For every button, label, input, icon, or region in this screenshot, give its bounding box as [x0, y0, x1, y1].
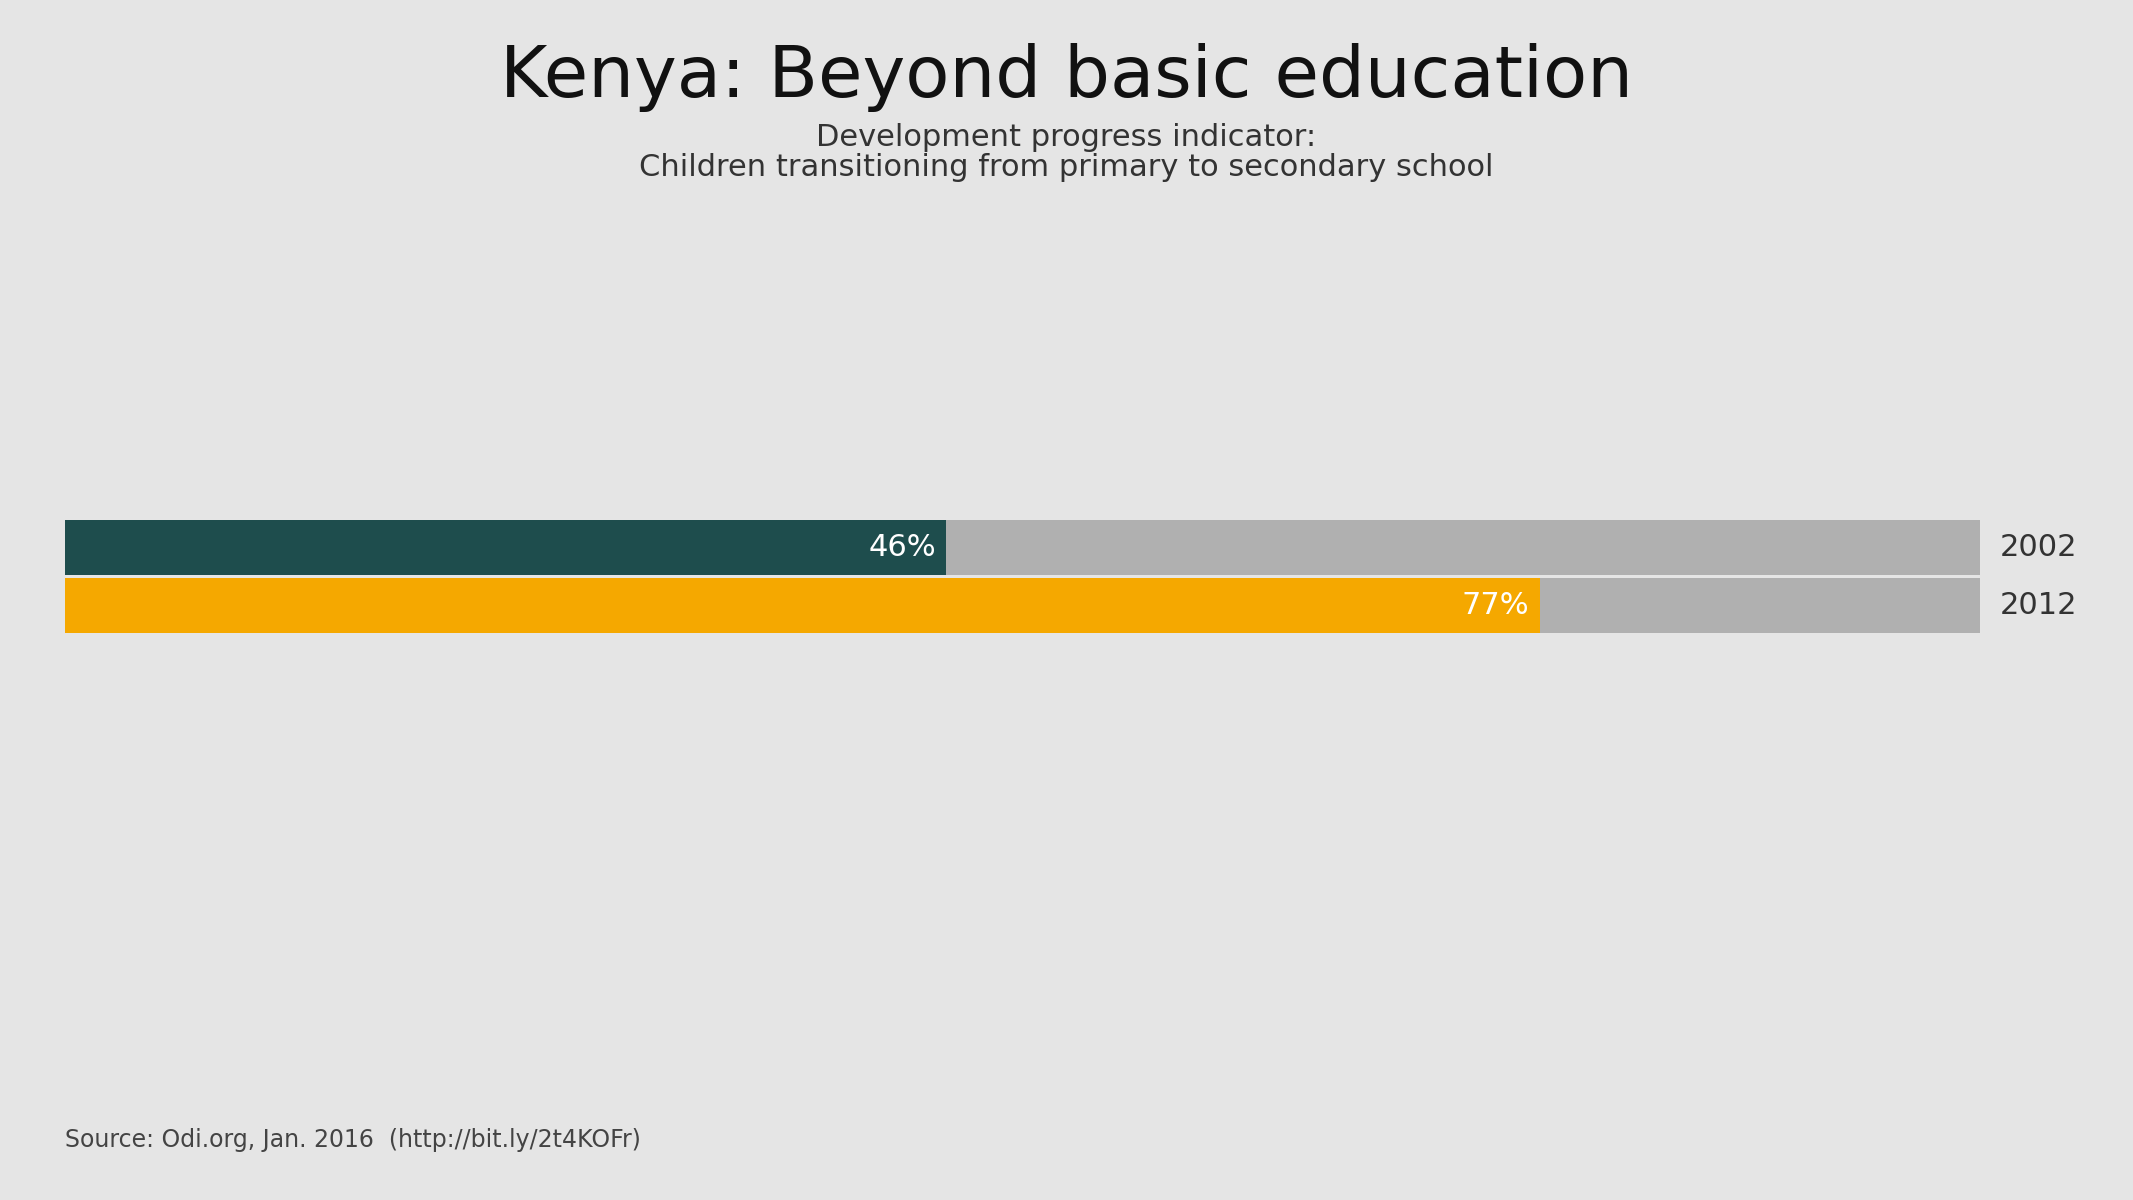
Bar	[64, 578, 1979, 634]
Bar	[64, 578, 1540, 634]
Text: 2002: 2002	[2001, 533, 2078, 562]
Text: Children transitioning from primary to secondary school: Children transitioning from primary to s…	[640, 154, 1493, 182]
Text: Kenya: Beyond basic education: Kenya: Beyond basic education	[499, 43, 1634, 113]
Bar	[64, 520, 945, 575]
Text: 2012: 2012	[2001, 590, 2078, 620]
Text: 77%: 77%	[1461, 590, 1529, 620]
Text: Source: Odi.org, Jan. 2016  (http://bit.ly/2t4KOFr): Source: Odi.org, Jan. 2016 (http://bit.l…	[64, 1128, 640, 1152]
Text: Development progress indicator:: Development progress indicator:	[817, 124, 1316, 152]
Text: 46%: 46%	[868, 533, 936, 562]
Bar	[64, 520, 1979, 575]
